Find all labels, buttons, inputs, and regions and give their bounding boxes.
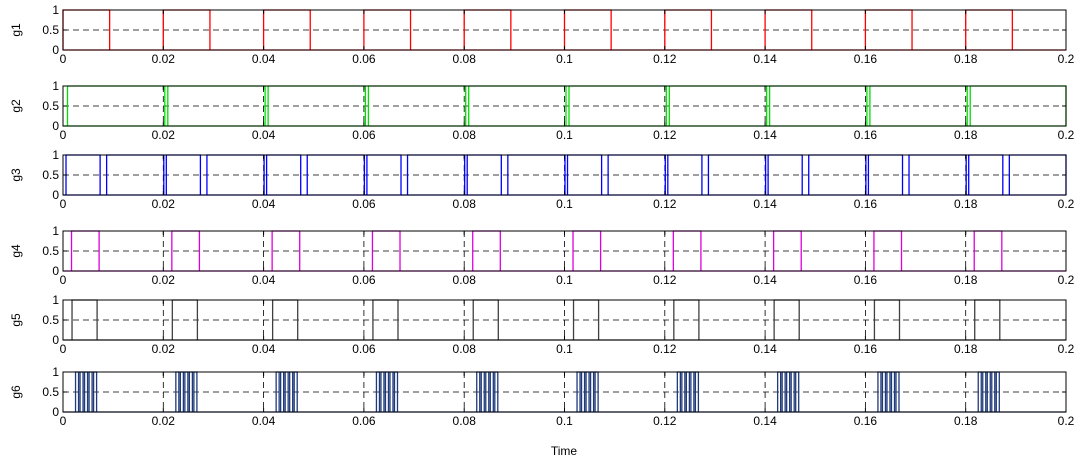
y-tick-label: 1 xyxy=(52,3,59,17)
subplot-g1: 0 0.02 0.04 0.06 0.08 0.1 0.12 0.14 0.16 0.18 0.2 0… xyxy=(9,3,1075,66)
x-tick-label: 0.16 xyxy=(854,414,878,428)
x-tick-label: 0.04 xyxy=(252,197,276,211)
y-tick-label: 0.5 xyxy=(42,313,59,327)
x-tick-label: 0.02 xyxy=(152,52,176,66)
y-axis-label: g1 xyxy=(9,23,23,37)
y-tick-label: 1 xyxy=(52,148,59,162)
y-tick-label: 0.5 xyxy=(42,99,59,113)
y-tick-label: 1 xyxy=(52,79,59,93)
x-tick-label: 0.08 xyxy=(453,414,477,428)
x-tick-label: 0.1 xyxy=(556,128,573,142)
x-tick-label: 0.06 xyxy=(352,197,376,211)
x-tick-label: 0.08 xyxy=(453,197,477,211)
x-tick-label: 0.1 xyxy=(556,414,573,428)
subplot-g3: 0 0.02 0.04 0.06 0.08 0.1 0.12 0.14 0.16 0.18 0.2 0… xyxy=(9,148,1075,211)
x-tick-label: 0.08 xyxy=(453,342,477,356)
x-tick-label: 0.12 xyxy=(653,273,677,287)
x-tick-label: 0.16 xyxy=(854,128,878,142)
y-axis-label: g6 xyxy=(9,385,23,399)
subplot-g4: 0 0.02 0.04 0.06 0.08 0.1 0.12 0.14 0.16 0.18 0.2 0… xyxy=(9,224,1075,287)
x-tick-label: 0.1 xyxy=(556,52,573,66)
x-tick-label: 0.08 xyxy=(453,52,477,66)
x-tick-label: 0.16 xyxy=(854,273,878,287)
x-tick-label: 0.2 xyxy=(1058,52,1075,66)
y-tick-label: 0 xyxy=(52,333,59,347)
x-axis-label: Time xyxy=(551,444,578,458)
x-tick-label: 0.2 xyxy=(1058,128,1075,142)
x-tick-label: 0 xyxy=(60,128,67,142)
y-tick-label: 0 xyxy=(52,264,59,278)
x-tick-label: 0.12 xyxy=(653,197,677,211)
x-tick-label: 0.08 xyxy=(453,273,477,287)
y-axis-label: g3 xyxy=(9,168,23,182)
x-tick-label: 0.18 xyxy=(954,128,978,142)
x-tick-label: 0.12 xyxy=(653,128,677,142)
x-tick-label: 0.14 xyxy=(753,414,777,428)
x-tick-label: 0.12 xyxy=(653,52,677,66)
x-tick-label: 0.14 xyxy=(753,197,777,211)
subplot-g2: 0 0.02 0.04 0.06 0.08 0.1 0.12 0.14 0.16 0.18 0.2 0… xyxy=(9,79,1075,142)
y-axis-label: g5 xyxy=(9,313,23,327)
x-tick-label: 0.02 xyxy=(152,273,176,287)
x-tick-label: 0 xyxy=(60,273,67,287)
x-tick-label: 0.04 xyxy=(252,342,276,356)
y-tick-label: 1 xyxy=(52,293,59,307)
y-tick-label: 0 xyxy=(52,405,59,419)
x-tick-label: 0.18 xyxy=(954,52,978,66)
x-tick-label: 0.18 xyxy=(954,342,978,356)
x-tick-label: 0.16 xyxy=(854,52,878,66)
x-tick-label: 0.16 xyxy=(854,197,878,211)
y-tick-label: 1 xyxy=(52,365,59,379)
x-tick-label: 0.14 xyxy=(753,273,777,287)
x-tick-label: 0 xyxy=(60,342,67,356)
y-tick-label: 0 xyxy=(52,188,59,202)
subplot-g6: 0 0.02 0.04 0.06 0.08 0.1 0.12 0.14 0.16 0.18 0.2 0… xyxy=(9,365,1075,428)
y-tick-label: 1 xyxy=(52,224,59,238)
x-tick-label: 0.04 xyxy=(252,52,276,66)
x-tick-label: 0.02 xyxy=(152,128,176,142)
x-tick-label: 0.1 xyxy=(556,273,573,287)
x-tick-label: 0.2 xyxy=(1058,414,1075,428)
x-tick-label: 0.1 xyxy=(556,342,573,356)
x-tick-label: 0.02 xyxy=(152,197,176,211)
subplot-g5: 0 0.02 0.04 0.06 0.08 0.1 0.12 0.14 0.16 0.18 0.2 0… xyxy=(9,293,1075,356)
y-axis-label: g2 xyxy=(9,99,23,113)
y-tick-label: 0.5 xyxy=(42,23,59,37)
x-tick-label: 0.14 xyxy=(753,52,777,66)
x-tick-label: 0.18 xyxy=(954,414,978,428)
x-tick-label: 0.18 xyxy=(954,197,978,211)
x-tick-label: 0.08 xyxy=(453,128,477,142)
x-tick-label: 0.2 xyxy=(1058,273,1075,287)
x-tick-label: 0.04 xyxy=(252,273,276,287)
x-tick-label: 0.12 xyxy=(653,342,677,356)
subplot-panels: 0 0.02 0.04 0.06 0.08 0.1 0.12 0.14 0.16 0.18 0.2 0… xyxy=(9,3,1075,428)
x-tick-label: 0.06 xyxy=(352,52,376,66)
x-tick-label: 0 xyxy=(60,414,67,428)
x-tick-label: 0.18 xyxy=(954,273,978,287)
x-tick-label: 0.14 xyxy=(753,342,777,356)
x-tick-label: 0.16 xyxy=(854,342,878,356)
x-tick-label: 0.2 xyxy=(1058,342,1075,356)
y-tick-label: 0 xyxy=(52,43,59,57)
x-tick-label: 0.2 xyxy=(1058,197,1075,211)
x-tick-label: 0.12 xyxy=(653,414,677,428)
x-tick-label: 0.06 xyxy=(352,128,376,142)
y-axis-label: g4 xyxy=(9,244,23,258)
y-tick-label: 0.5 xyxy=(42,244,59,258)
x-tick-label: 0.02 xyxy=(152,342,176,356)
y-tick-label: 0.5 xyxy=(42,168,59,182)
x-tick-label: 0.06 xyxy=(352,414,376,428)
x-tick-label: 0 xyxy=(60,197,67,211)
x-tick-label: 0.04 xyxy=(252,128,276,142)
x-tick-label: 0.06 xyxy=(352,273,376,287)
x-tick-label: 0.1 xyxy=(556,197,573,211)
x-tick-label: 0.14 xyxy=(753,128,777,142)
y-tick-label: 0.5 xyxy=(42,385,59,399)
x-tick-label: 0.04 xyxy=(252,414,276,428)
x-tick-label: 0.06 xyxy=(352,342,376,356)
x-tick-label: 0.02 xyxy=(152,414,176,428)
x-tick-label: 0 xyxy=(60,52,67,66)
y-tick-label: 0 xyxy=(52,119,59,133)
